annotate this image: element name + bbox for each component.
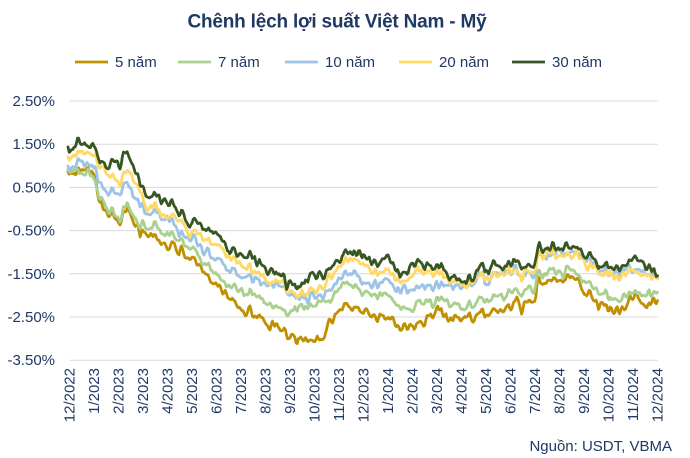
svg-text:10 năm: 10 năm — [325, 54, 375, 71]
svg-text:-2.50%: -2.50% — [7, 309, 55, 326]
svg-text:-3.50%: -3.50% — [7, 352, 55, 369]
svg-text:12/2024: 12/2024 — [650, 368, 667, 422]
svg-text:4/2024: 4/2024 — [454, 368, 471, 414]
svg-text:7 năm: 7 năm — [218, 54, 260, 71]
svg-text:12/2023: 12/2023 — [356, 368, 373, 422]
svg-text:4/2023: 4/2023 — [160, 368, 177, 414]
svg-text:7/2023: 7/2023 — [233, 368, 250, 414]
svg-text:0.50%: 0.50% — [12, 179, 55, 196]
svg-text:6/2024: 6/2024 — [503, 368, 520, 414]
svg-text:2/2024: 2/2024 — [405, 368, 422, 414]
svg-text:10/2024: 10/2024 — [601, 368, 618, 422]
svg-text:5 năm: 5 năm — [115, 54, 157, 71]
svg-text:9/2023: 9/2023 — [282, 368, 299, 414]
svg-text:8/2024: 8/2024 — [552, 368, 569, 414]
svg-text:3/2023: 3/2023 — [135, 368, 152, 414]
svg-text:1/2023: 1/2023 — [86, 368, 103, 414]
svg-text:11/2023: 11/2023 — [331, 368, 348, 421]
svg-text:30 năm: 30 năm — [552, 54, 602, 71]
svg-text:1/2024: 1/2024 — [380, 368, 397, 414]
svg-text:20 năm: 20 năm — [439, 54, 489, 71]
svg-text:6/2023: 6/2023 — [209, 368, 226, 414]
svg-text:12/2022: 12/2022 — [62, 368, 79, 422]
svg-text:5/2024: 5/2024 — [478, 368, 495, 414]
svg-text:-1.50%: -1.50% — [7, 266, 55, 283]
svg-text:Chênh lệch lợi suất Việt Nam -: Chênh lệch lợi suất Việt Nam - Mỹ — [187, 12, 487, 33]
svg-text:7/2024: 7/2024 — [527, 368, 544, 414]
svg-text:2/2023: 2/2023 — [111, 368, 128, 414]
svg-text:1.50%: 1.50% — [12, 136, 55, 153]
svg-text:10/2023: 10/2023 — [307, 368, 324, 422]
svg-text:11/2024: 11/2024 — [625, 368, 642, 421]
svg-text:-0.50%: -0.50% — [7, 223, 55, 240]
svg-text:8/2023: 8/2023 — [258, 368, 275, 414]
svg-text:5/2023: 5/2023 — [184, 368, 201, 414]
svg-text:9/2024: 9/2024 — [576, 368, 593, 414]
svg-text:3/2024: 3/2024 — [429, 368, 446, 414]
svg-text:2.50%: 2.50% — [12, 93, 55, 110]
svg-text:Nguồn: USDT, VBMA: Nguồn: USDT, VBMA — [529, 438, 672, 455]
